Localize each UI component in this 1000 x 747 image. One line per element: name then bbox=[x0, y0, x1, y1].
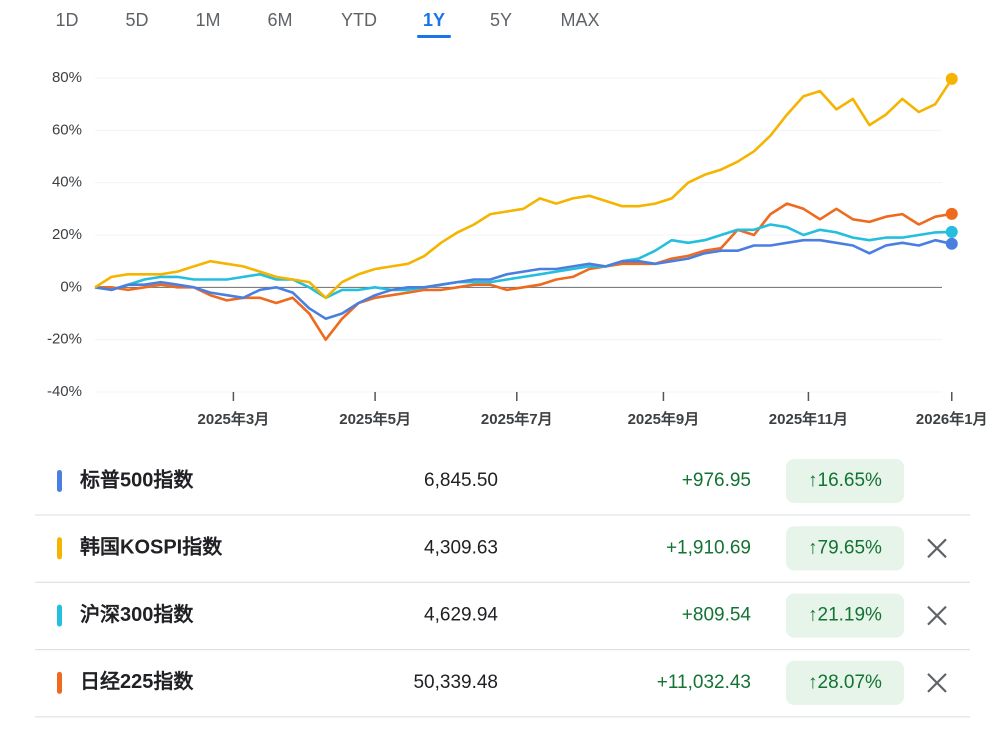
legend-swatch bbox=[57, 604, 62, 627]
percent: ↑28.07% bbox=[808, 672, 882, 693]
percent-pill bbox=[786, 593, 904, 638]
x-tick-label: 2025年11月 bbox=[769, 410, 848, 428]
series-line bbox=[95, 202, 953, 341]
end-dot bbox=[945, 207, 958, 220]
y-tick-label: 80% bbox=[52, 69, 82, 86]
end-dot bbox=[945, 72, 958, 85]
remove-button[interactable] bbox=[927, 538, 947, 559]
price: 4,309.63 bbox=[424, 537, 498, 558]
range-tab[interactable]: MAX bbox=[560, 10, 599, 30]
remove-button[interactable] bbox=[927, 605, 947, 626]
y-tick-label: 40% bbox=[52, 174, 82, 191]
range-tab[interactable]: 1M bbox=[195, 10, 220, 30]
y-tick-label: 0% bbox=[60, 278, 82, 295]
percent-pill bbox=[786, 526, 904, 571]
legend-swatch bbox=[57, 537, 62, 560]
index-name: 日经225指数 bbox=[80, 669, 194, 693]
range-tab[interactable]: 5D bbox=[125, 10, 148, 30]
range-tab[interactable]: YTD bbox=[341, 10, 377, 30]
x-tick-label: 2025年5月 bbox=[339, 410, 411, 428]
change: +1,910.69 bbox=[666, 537, 751, 558]
change: +976.95 bbox=[682, 470, 751, 491]
x-tick-label: 2025年7月 bbox=[481, 410, 553, 428]
price: 6,845.50 bbox=[424, 470, 498, 491]
end-dot bbox=[945, 225, 958, 238]
legend-swatch bbox=[57, 470, 62, 492]
x-tick-label: 2026年1月 bbox=[916, 410, 988, 428]
percent: ↑79.65% bbox=[808, 537, 882, 558]
change: +11,032.43 bbox=[657, 672, 751, 693]
percent-pill bbox=[786, 660, 904, 705]
percent: ↑21.19% bbox=[808, 605, 882, 626]
price: 4,629.94 bbox=[424, 605, 498, 626]
range-tab[interactable]: 1D bbox=[55, 10, 78, 30]
index-name: 标普500指数 bbox=[80, 467, 194, 491]
y-tick-label: 20% bbox=[52, 226, 82, 243]
series-line bbox=[94, 223, 952, 300]
range-tab[interactable]: 6M bbox=[267, 10, 292, 30]
legend-swatch bbox=[57, 671, 62, 694]
y-tick-label: -20% bbox=[47, 331, 82, 348]
price: 50,339.48 bbox=[413, 672, 498, 693]
y-tick-label: 60% bbox=[52, 121, 82, 138]
range-tab[interactable]: 5Y bbox=[490, 10, 512, 30]
series-line bbox=[94, 238, 953, 320]
y-tick-label: -40% bbox=[47, 383, 82, 400]
end-dot bbox=[945, 237, 958, 250]
series-line bbox=[94, 78, 953, 300]
tab-underline bbox=[417, 35, 451, 38]
remove-button[interactable] bbox=[927, 673, 947, 693]
index-name: 韩国KOSPI指数 bbox=[80, 535, 223, 559]
percent-pill bbox=[786, 459, 904, 503]
range-tab[interactable]: 1Y bbox=[423, 10, 445, 30]
percent: ↑16.65% bbox=[808, 470, 882, 491]
x-tick-label: 2025年3月 bbox=[198, 410, 270, 428]
change: +809.54 bbox=[682, 605, 752, 626]
index-name: 沪深300指数 bbox=[80, 602, 194, 626]
x-tick-label: 2025年9月 bbox=[628, 410, 700, 428]
